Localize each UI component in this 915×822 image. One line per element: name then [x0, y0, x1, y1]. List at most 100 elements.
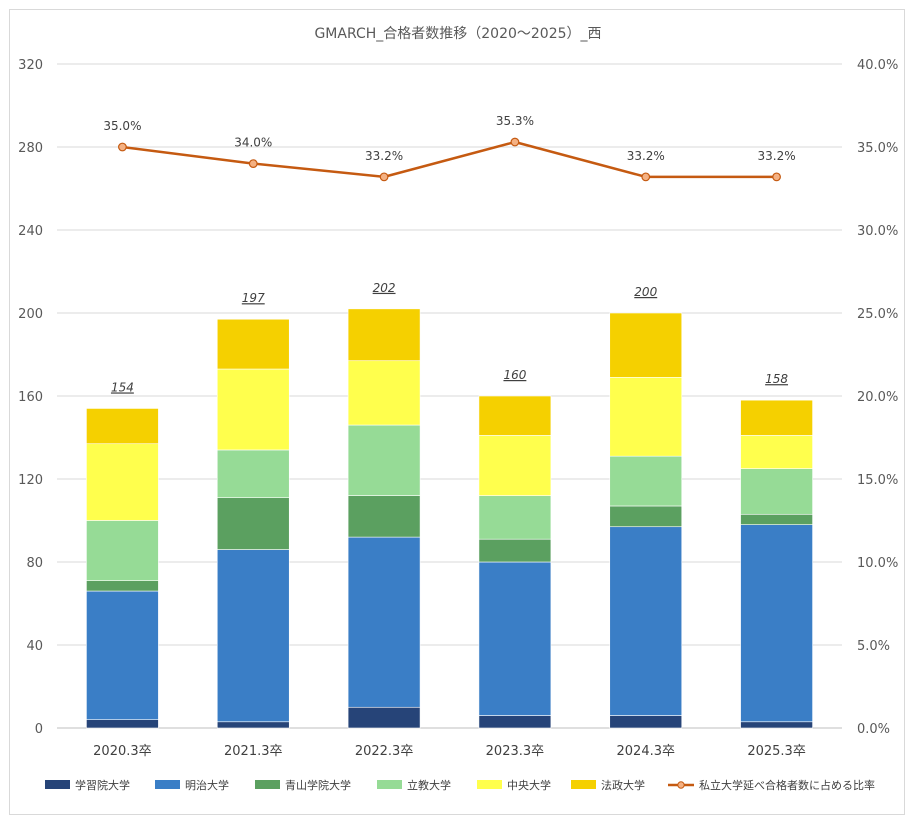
bar-segment [216, 449, 290, 498]
x-tick-label: 2021.3卒 [224, 744, 283, 759]
bar-segment [478, 395, 552, 436]
ratio-label: 35.3% [496, 114, 534, 128]
legend-swatch [155, 780, 180, 789]
bar-segment [740, 721, 813, 729]
bar-segment [86, 408, 159, 445]
bar-segment [609, 377, 683, 457]
ratio-line: 35.0% 34.0% 33.2% 35.3% 33.2% 33.2% [103, 114, 796, 182]
bar-segment [478, 538, 552, 563]
bar-segment [216, 549, 290, 723]
bar-segment [86, 580, 159, 592]
bar-segment [86, 590, 159, 720]
gridlines [57, 63, 842, 729]
x-tick-label: 2024.3卒 [617, 744, 676, 759]
bar-segment [740, 524, 813, 723]
bar-segment [347, 706, 421, 729]
y2-tick-label: 40.0% [857, 58, 898, 73]
bar-segment [86, 520, 159, 581]
bar-segment [478, 715, 552, 729]
bar-segment [740, 399, 813, 436]
y-tick-label: 320 [18, 58, 43, 73]
x-axis: 2020.3卒 2021.3卒 2022.3卒 2023.3卒 2024.3卒 2025.… [93, 744, 806, 759]
y-tick-label: 200 [18, 307, 43, 322]
x-tick-label: 2020.3卒 [93, 744, 152, 759]
y-tick-label: 80 [26, 556, 43, 571]
ratio-label: 34.0% [234, 136, 272, 150]
legend: 学習院大学 明治大学 青山学院大学 立教大学 中央大学 法政大学 私立大学延べ合格者数に占め… [45, 778, 875, 792]
x-tick-label: 2022.3卒 [355, 744, 414, 759]
bar-segment [347, 424, 421, 496]
bar-segment [740, 435, 813, 469]
legend-swatch [255, 780, 280, 789]
ratio-point [772, 172, 781, 182]
ratio-label: 35.0% [103, 119, 141, 133]
ratio-point [510, 137, 520, 147]
y-tick-label: 0 [35, 722, 43, 737]
legend-label: 立教大学 [407, 778, 451, 792]
y2-tick-label: 35.0% [857, 141, 898, 156]
bar-segment [347, 360, 421, 426]
bar-segment [478, 495, 552, 540]
y-tick-label: 240 [18, 224, 43, 239]
legend-swatch [377, 780, 402, 789]
bar-segment [478, 435, 552, 496]
ratio-label: 33.2% [758, 149, 796, 163]
y-axis-right: 0.0% 5.0% 10.0% 15.0% 20.0% 25.0% 30.0% 35.0% 40… [857, 58, 898, 737]
bar-segment [347, 495, 421, 538]
bar-segment [347, 536, 421, 708]
bar-segment [347, 308, 421, 362]
total-labels: 154 197 202 160 200 158 [111, 281, 788, 395]
legend-line-marker [677, 781, 685, 789]
bar-segment [216, 318, 290, 370]
legend-label: 学習院大学 [75, 778, 130, 792]
bar-segment [216, 368, 290, 451]
legend-swatch [571, 780, 596, 789]
y2-tick-label: 15.0% [857, 473, 898, 488]
x-tick-label: 2025.3卒 [747, 744, 806, 759]
bar-segment [609, 715, 683, 729]
bar-segment [609, 312, 683, 378]
ratio-label: 33.2% [627, 149, 665, 163]
y2-tick-label: 0.0% [857, 722, 890, 737]
ratio-line-path [122, 140, 777, 179]
x-tick-label: 2023.3卒 [486, 744, 545, 759]
legend-label: 青山学院大学 [285, 778, 351, 792]
ratio-point [641, 172, 651, 182]
total-label: 154 [111, 380, 134, 394]
bar-segment [478, 561, 552, 716]
total-label: 197 [242, 291, 265, 305]
total-label: 202 [373, 281, 396, 295]
bar-segment [216, 721, 290, 729]
bar-segment [216, 497, 290, 550]
chart-title: GMARCH_合格者数推移（2020～2025）_西 [314, 26, 601, 42]
ratio-label: 33.2% [365, 149, 403, 163]
y-axis-left: 0 40 80 120 160 200 240 280 320 [18, 58, 43, 737]
bar-segment [740, 468, 813, 515]
legend-label: 中央大学 [507, 778, 551, 792]
ratio-point [379, 172, 389, 182]
legend-swatch [477, 780, 502, 789]
total-label: 158 [765, 372, 788, 386]
y2-tick-label: 30.0% [857, 224, 898, 239]
y-tick-label: 120 [18, 473, 43, 488]
bar-segment [609, 505, 683, 528]
bar-segment [609, 455, 683, 507]
legend-swatch [45, 780, 70, 789]
y2-tick-label: 10.0% [857, 556, 898, 571]
legend-label: 法政大学 [601, 778, 645, 792]
total-label: 200 [634, 285, 657, 299]
bar-segment [86, 719, 159, 729]
bar-segment [609, 526, 683, 716]
bar-segment [86, 443, 159, 521]
y-tick-label: 160 [18, 390, 43, 405]
ratio-point [248, 159, 258, 169]
y2-tick-label: 20.0% [857, 390, 898, 405]
bar-segment [740, 513, 813, 525]
y-tick-label: 40 [26, 639, 43, 654]
legend-label: 私立大学延べ合格者数に占める比率 [699, 778, 875, 792]
bars [86, 308, 813, 729]
total-label: 160 [503, 368, 526, 382]
y-tick-label: 280 [18, 141, 43, 156]
ratio-point [118, 142, 127, 152]
